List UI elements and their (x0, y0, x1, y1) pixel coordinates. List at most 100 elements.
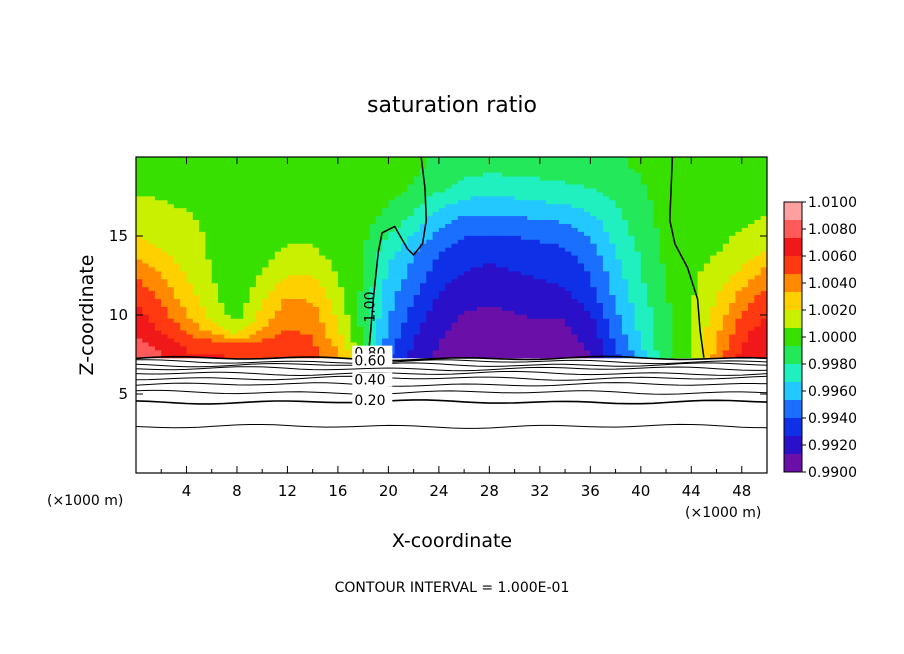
heatmap-cell (722, 333, 730, 339)
heatmap-cell (274, 290, 282, 296)
heatmap-cell (602, 278, 610, 284)
heatmap-cell (142, 207, 150, 213)
heatmap-cell (470, 266, 478, 272)
heatmap-cell (470, 258, 478, 264)
heatmap-cell (413, 251, 421, 256)
heatmap-cell (426, 353, 434, 359)
heatmap-cell (205, 211, 213, 217)
heatmap-cell (318, 179, 326, 185)
heatmap-cell (647, 199, 655, 205)
heatmap-cell (218, 302, 225, 307)
heatmap-cell (748, 274, 755, 280)
heatmap-cell (167, 168, 175, 173)
heatmap-cell (584, 195, 591, 201)
heatmap-cell (363, 278, 371, 284)
heatmap-cell (659, 298, 667, 303)
heatmap-cell (161, 164, 169, 169)
heatmap-cell (224, 187, 232, 193)
heatmap-cell (476, 227, 484, 232)
heatmap-cell (413, 333, 421, 339)
heatmap-cell (596, 286, 604, 292)
heatmap-cell (628, 207, 636, 213)
heatmap-cell (729, 254, 737, 260)
heatmap-cell (451, 258, 459, 264)
heatmap-cell (394, 164, 402, 169)
heatmap-cell (476, 294, 484, 300)
heatmap-cell (678, 298, 686, 303)
heatmap-cell (710, 330, 718, 335)
heatmap-cell (407, 274, 415, 280)
heatmap-cell (274, 306, 282, 311)
heatmap-cell (306, 274, 314, 280)
heatmap-cell (552, 278, 560, 284)
heatmap-cell (186, 183, 194, 189)
heatmap-cell (136, 310, 143, 315)
heatmap-cell (634, 266, 642, 272)
heatmap-cell (501, 314, 509, 319)
heatmap-cell (413, 235, 421, 240)
heatmap-cell (337, 310, 345, 315)
heatmap-cell (716, 290, 724, 296)
heatmap-cell (735, 306, 743, 311)
heatmap-cell (318, 251, 326, 256)
heatmap-cell (546, 172, 554, 177)
heatmap-cell (476, 223, 484, 228)
heatmap-cell (180, 172, 188, 177)
heatmap-cell (281, 251, 289, 256)
heatmap-cell (438, 235, 446, 240)
heatmap-cell (520, 211, 528, 217)
heatmap-cell (716, 337, 724, 343)
heatmap-cell (161, 333, 169, 339)
heatmap-cell (539, 258, 547, 264)
heatmap-cell (180, 349, 188, 355)
heatmap-cell (621, 286, 629, 292)
heatmap-cell (558, 164, 566, 169)
heatmap-cell (356, 203, 364, 209)
heatmap-cell (748, 251, 755, 256)
heatmap-cell (451, 239, 459, 244)
heatmap-cell (539, 164, 547, 169)
heatmap-cell (255, 175, 263, 181)
heatmap-cell (621, 302, 629, 307)
heatmap-cell (565, 290, 572, 296)
heatmap-cell (489, 298, 497, 303)
heatmap-cell (287, 337, 295, 343)
heatmap-cell (584, 227, 591, 232)
heatmap-cell (230, 306, 238, 311)
heatmap-cell (697, 282, 705, 288)
heatmap-cell (584, 326, 591, 331)
heatmap-cell (697, 187, 705, 193)
heatmap-cell (438, 298, 446, 303)
heatmap-cell (419, 223, 427, 228)
heatmap-cell (192, 191, 200, 197)
heatmap-cell (602, 314, 610, 319)
heatmap-cell (483, 175, 490, 181)
heatmap-cell (577, 187, 585, 193)
heatmap-cell (565, 160, 572, 165)
heatmap-cell (666, 266, 673, 272)
heatmap-cell (590, 306, 598, 311)
heatmap-cell (142, 172, 150, 177)
heatmap-cell (438, 243, 446, 248)
heatmap-cell (703, 270, 711, 276)
heatmap-cell (401, 282, 408, 288)
heatmap-cell (344, 341, 352, 347)
heatmap-cell (300, 286, 307, 292)
heatmap-cell (754, 270, 762, 276)
heatmap-cell (413, 227, 421, 232)
heatmap-cell (621, 187, 629, 193)
heatmap-cell (142, 302, 150, 307)
heatmap-cell (647, 195, 655, 201)
heatmap-cell (142, 215, 150, 221)
heatmap-cell (741, 191, 749, 197)
heatmap-cell (325, 290, 333, 296)
heatmap-cell (729, 235, 737, 240)
heatmap-cell (647, 278, 655, 284)
heatmap-cell (760, 341, 767, 347)
heatmap-cell (218, 322, 225, 327)
heatmap-cell (722, 243, 730, 248)
heatmap-cell (262, 341, 270, 347)
heatmap-cell (363, 290, 371, 296)
heatmap-cell (489, 235, 497, 240)
heatmap-cell (483, 282, 490, 288)
